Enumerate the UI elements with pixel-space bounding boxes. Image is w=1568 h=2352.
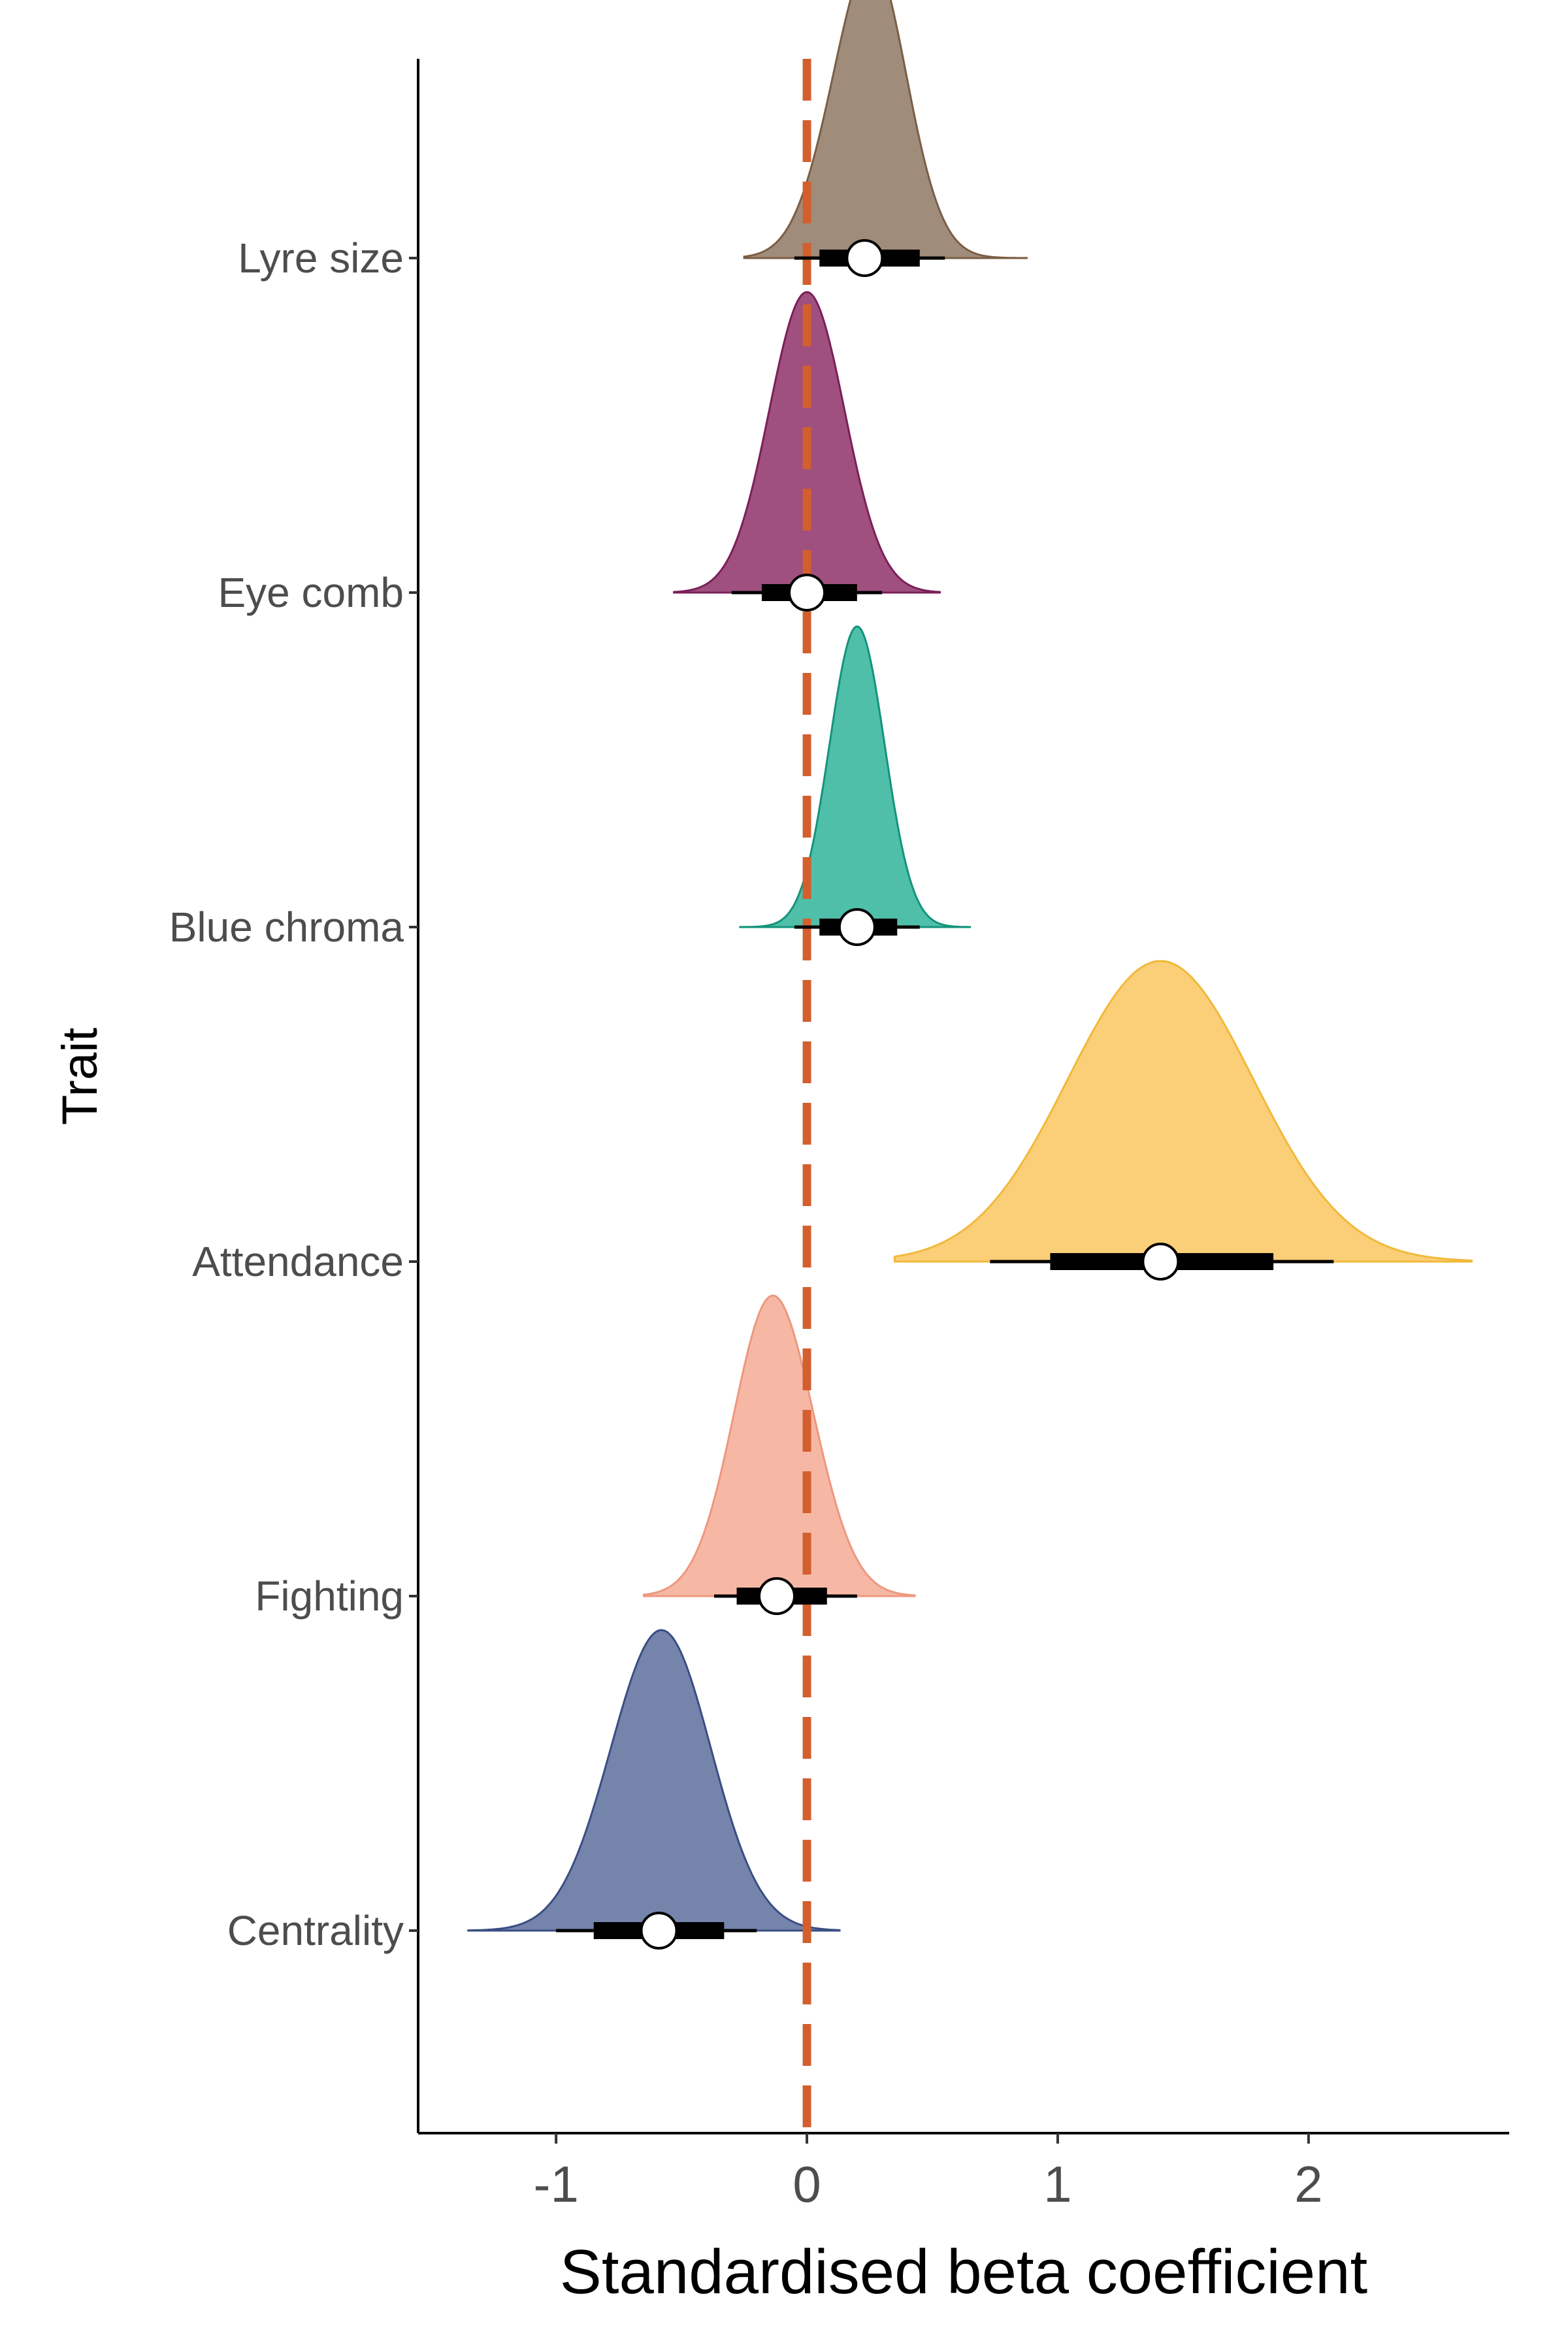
y-tick-label-eye-comb: Eye comb: [218, 569, 404, 616]
y-tick-label-blue-chroma: Blue chroma: [169, 904, 404, 951]
point-estimate-attendance: [1141, 1243, 1180, 1281]
x-tick-label: 2: [1294, 2155, 1322, 2213]
y-axis-title: Trait: [52, 1028, 108, 1125]
x-tick-label: 0: [792, 2155, 821, 2213]
y-tick-label-lyre-size: Lyre size: [238, 235, 404, 282]
density-blue-chroma: [739, 625, 972, 928]
y-tick-label-fighting: Fighting: [255, 1573, 404, 1620]
x-tick-label: 1: [1043, 2155, 1071, 2213]
point-estimate-blue-chroma: [838, 908, 876, 946]
point-estimate-lyre-size: [845, 239, 884, 277]
point-estimate-eye-comb: [788, 574, 826, 612]
density-layer: [467, 0, 1473, 1932]
axes: [417, 59, 1509, 2134]
density-attendance: [893, 960, 1473, 1263]
y-axis-ticks: Lyre size Eye comb Blue chroma Attendance Fi…: [169, 235, 418, 1954]
y-tick-label-centrality: Centrality: [227, 1907, 404, 1954]
density-centrality: [467, 1629, 841, 1932]
x-axis-title: Standardised beta coefficient: [560, 2237, 1367, 2307]
x-axis-ticks: -1 0 1 2: [533, 2133, 1323, 2213]
interval-layer: [556, 239, 1334, 1950]
y-tick-label-attendance: Attendance: [192, 1238, 404, 1285]
density-lyre-size: [743, 0, 1028, 259]
density-fighting: [643, 1294, 916, 1597]
point-estimate-fighting: [757, 1577, 796, 1615]
x-tick-label: -1: [533, 2155, 578, 2213]
point-estimate-centrality: [640, 1912, 678, 1950]
